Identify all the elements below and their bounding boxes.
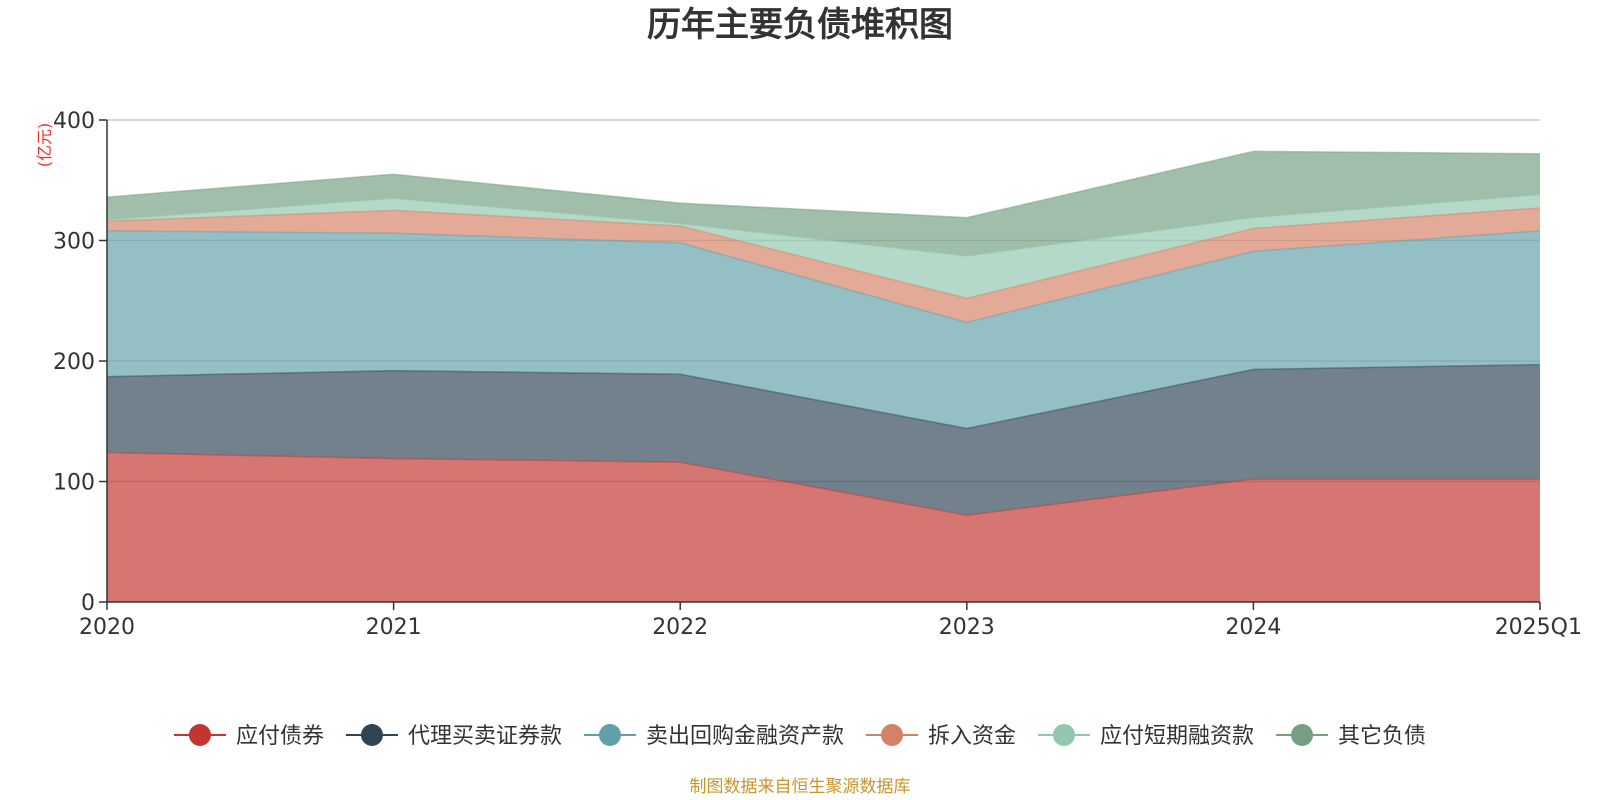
series-line-2 [106, 230, 1541, 324]
legend[interactable]: 应付债券 代理买卖证券款 卖出回购金融资产款 拆入资金 应付短期融资款 其它负债 [173, 724, 1426, 749]
y-tick-label-0: 0 [81, 591, 95, 616]
legend-item-代理买卖证券款[interactable]: 代理买卖证券款 [345, 724, 562, 749]
area-series-group [107, 151, 1540, 602]
y-tick-label-400: 400 [53, 109, 95, 134]
x-tick-label-2025Q1: 2025Q1 [1495, 615, 1582, 640]
x-tick-label-2023: 2023 [939, 615, 995, 640]
area-series-5 [107, 151, 1540, 257]
legend-item-卖出回购金融资产款[interactable]: 卖出回购金融资产款 [583, 724, 844, 749]
chart-title: 历年主要负债堆积图 [647, 5, 953, 45]
legend-circle-icon [188, 724, 211, 746]
legend-item-应付债券[interactable]: 应付债券 [173, 724, 324, 749]
legend-circle-icon [881, 724, 903, 746]
series-line-5 [106, 150, 1541, 219]
area-series-0 [107, 452, 1540, 602]
data-source-note: 制图数据来自恒生聚源数据库 [690, 777, 911, 797]
x-tick-label-2024: 2024 [1225, 615, 1281, 640]
legend-label: 其它负债 [1338, 724, 1426, 749]
series-outline-group [106, 150, 1541, 516]
legend-circle-icon [1053, 724, 1076, 746]
series-line-1 [106, 363, 1541, 430]
legend-item-应付短期融资款[interactable]: 应付短期融资款 [1038, 724, 1254, 749]
legend-label: 代理买卖证券款 [408, 724, 562, 749]
x-tick-label-2021: 2021 [366, 615, 422, 640]
y-tick-label-200: 200 [53, 350, 95, 375]
x-tick-label-2022: 2022 [652, 615, 708, 640]
axes: 0 100 200 300 400 2020 2021 2022 2023 2024 2025Q1 [53, 109, 1582, 640]
legend-circle-icon [1291, 724, 1314, 746]
y-tick-label-300: 300 [53, 230, 95, 255]
legend-circle-icon [598, 724, 621, 746]
legend-label: 卖出回购金融资产款 [646, 724, 844, 749]
legend-label: 拆入资金 [928, 724, 1016, 749]
legend-item-拆入资金[interactable]: 拆入资金 [866, 724, 1016, 749]
legend-label: 应付短期融资款 [1100, 724, 1254, 749]
series-line-3 [106, 207, 1541, 300]
y-tick-label-100: 100 [53, 471, 95, 496]
series-line-4 [106, 193, 1541, 257]
area-series-1 [107, 364, 1540, 516]
legend-item-其它负债[interactable]: 其它负债 [1276, 724, 1426, 749]
legend-circle-icon [360, 724, 383, 746]
y-axis-unit-label: (亿元) [35, 123, 54, 168]
area-series-2 [107, 230, 1540, 429]
legend-label: 应付债券 [236, 724, 324, 749]
area-series-3 [107, 207, 1540, 323]
series-line-0 [106, 451, 1540, 516]
x-tick-label-2020: 2020 [79, 615, 135, 640]
area-series-4 [107, 194, 1540, 299]
